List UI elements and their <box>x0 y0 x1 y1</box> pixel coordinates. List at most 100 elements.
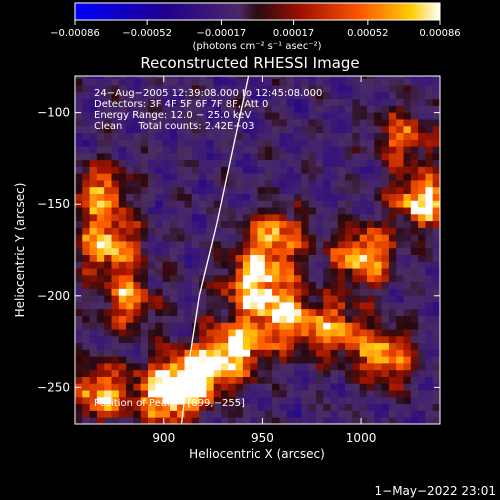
heatmap-cell <box>235 207 244 215</box>
heatmap-cell <box>111 234 120 242</box>
heatmap-cell <box>257 383 266 391</box>
heatmap-cell <box>221 247 229 255</box>
heatmap-cell <box>235 173 244 181</box>
heatmap-cell <box>330 261 339 269</box>
heatmap-cell <box>388 125 397 133</box>
heatmap-cell <box>315 417 324 424</box>
heatmap-cell <box>367 342 375 350</box>
heatmap-cell <box>418 369 426 377</box>
heatmap-cell <box>177 173 185 181</box>
heatmap-cell <box>162 112 171 120</box>
heatmap-cell <box>432 417 440 424</box>
heatmap-cell <box>425 281 434 289</box>
heatmap-cell <box>184 302 193 310</box>
heatmap-cell <box>367 376 375 384</box>
heatmap-cell <box>184 342 193 350</box>
heatmap-cell <box>301 295 309 303</box>
heatmap-cell <box>221 207 229 215</box>
heatmap-cell <box>177 288 185 296</box>
heatmap-cell <box>367 417 375 424</box>
heatmap-cell <box>126 295 134 303</box>
heatmap-cell <box>323 132 331 140</box>
heatmap-cell <box>140 227 149 235</box>
heatmap-cell <box>140 112 149 120</box>
heatmap-cell <box>352 186 361 194</box>
heatmap-cell <box>264 342 273 350</box>
heatmap-cell <box>89 390 98 398</box>
heatmap-cell <box>410 261 419 269</box>
heatmap-cell <box>96 363 105 371</box>
heatmap-cell <box>337 417 346 424</box>
heatmap-cell <box>374 396 382 405</box>
heatmap-cell <box>264 234 273 242</box>
heatmap-cell <box>352 139 361 147</box>
heatmap-cell <box>126 356 134 364</box>
heatmap-cell <box>75 376 83 384</box>
heatmap-cell <box>330 417 339 424</box>
heatmap-cell <box>264 261 273 269</box>
heatmap-cell <box>82 112 90 120</box>
heatmap-cell <box>315 180 324 188</box>
heatmap-cell <box>228 152 236 161</box>
heatmap-cell <box>388 213 397 222</box>
heatmap-cell <box>396 302 404 310</box>
heatmap-cell <box>367 247 375 255</box>
heatmap-cell <box>315 193 324 201</box>
heatmap-cell <box>206 376 215 384</box>
heatmap-cell <box>410 112 419 120</box>
heatmap-cell <box>206 173 215 181</box>
heatmap-cell <box>199 410 207 418</box>
heatmap-cell <box>96 302 105 310</box>
heatmap-cell <box>221 268 229 276</box>
heatmap-cell <box>148 369 156 377</box>
heatmap-cell <box>89 417 98 424</box>
heatmap-cell <box>381 98 390 106</box>
heatmap-cell <box>286 85 295 93</box>
heatmap-cell <box>330 112 339 120</box>
heatmap-cell <box>111 76 120 79</box>
heatmap-cell <box>126 268 134 276</box>
heatmap-cell <box>221 417 229 424</box>
heatmap-cell <box>279 91 288 100</box>
heatmap-cell <box>286 383 295 391</box>
heatmap-cell <box>177 125 185 133</box>
heatmap-cell <box>155 112 163 120</box>
heatmap-cell <box>111 390 120 398</box>
heatmap-cell <box>235 200 244 208</box>
heatmap-cell <box>323 342 331 350</box>
heatmap-cell <box>155 315 163 323</box>
heatmap-cell <box>359 213 368 222</box>
heatmap-cell <box>177 76 185 79</box>
heatmap-cell <box>118 159 127 167</box>
heatmap-cell <box>104 335 112 344</box>
heatmap-cell <box>432 234 440 242</box>
heatmap-cell <box>432 180 440 188</box>
heatmap-cell <box>228 220 236 228</box>
heatmap-cell <box>432 254 440 262</box>
heatmap-cell <box>206 146 215 154</box>
heatmap-cell <box>169 78 178 86</box>
heatmap-cell <box>337 369 346 377</box>
heatmap-cell <box>330 85 339 93</box>
heatmap-cell <box>257 220 266 228</box>
heatmap-cell <box>388 139 397 147</box>
heatmap-cell <box>308 356 317 364</box>
heatmap-cell <box>352 369 361 377</box>
heatmap-cell <box>315 302 324 310</box>
heatmap-cell <box>257 261 266 269</box>
heatmap-cell <box>75 220 83 228</box>
heatmap-cell <box>272 396 280 405</box>
heatmap-cell <box>96 308 105 316</box>
heatmap-cell <box>96 186 105 194</box>
heatmap-cell <box>213 281 222 289</box>
heatmap-cell <box>75 247 83 255</box>
heatmap-cell <box>257 308 266 316</box>
heatmap-cell <box>323 186 331 194</box>
heatmap-cell <box>410 335 419 344</box>
heatmap-cell <box>315 76 324 79</box>
heatmap-cell <box>82 342 90 350</box>
heatmap-cell <box>148 261 156 269</box>
heatmap-cell <box>118 342 127 350</box>
heatmap-cell <box>381 403 390 411</box>
heatmap-cell <box>96 173 105 181</box>
